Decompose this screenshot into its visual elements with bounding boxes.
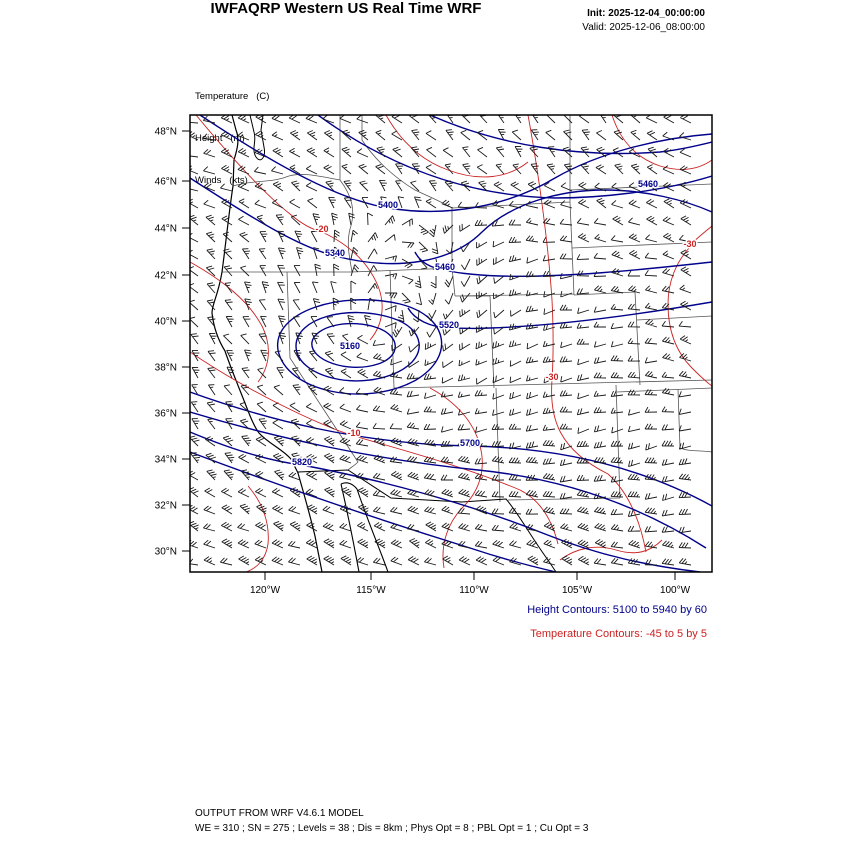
svg-text:38°N: 38°N [155,363,177,374]
svg-text:5400: 5400 [378,200,398,210]
legend-winds: Winds (kts) [195,175,248,186]
axis-ticks: 48°N 46°N 44°N 42°N 40°N 38°N 36°N 34°N 32°N 30°N… [155,127,691,597]
svg-text:36°N: 36°N [155,409,177,420]
contour-labels: -20 -30 -10 -30 5400 5460 5340 5460 5520 5160 5700… [290,178,698,469]
temperature-contours [190,115,712,572]
mexico-border [297,469,557,572]
page-title: IWFAQRP Western US Real Time WRF [210,0,482,17]
svg-text:-20: -20 [315,224,328,234]
svg-text:30°N: 30°N [155,547,177,558]
svg-text:5820: 5820 [292,457,312,467]
height-contour-info: Height Contours: 5100 to 5940 by 60 [527,604,707,616]
svg-text:40°N: 40°N [155,317,177,328]
svg-text:5520: 5520 [439,320,459,330]
wind-barbs [190,115,692,566]
svg-text:5460: 5460 [435,262,455,272]
svg-text:44°N: 44°N [155,224,177,235]
plot-border [189,114,713,573]
svg-text:-10: -10 [347,428,360,438]
svg-text:48°N: 48°N [155,127,177,138]
model-output-line: OUTPUT FROM WRF V4.6.1 MODEL [195,808,364,819]
svg-text:5460: 5460 [638,179,658,189]
state-borders [222,115,712,503]
svg-text:5700: 5700 [460,438,480,448]
svg-text:34°N: 34°N [155,455,177,466]
svg-text:-30: -30 [545,372,558,382]
svg-text:100°W: 100°W [660,585,691,596]
coastline [211,115,323,572]
svg-text:120°W: 120°W [250,585,281,596]
svg-text:32°N: 32°N [155,501,177,512]
valid-time: Valid: 2025-12-06_08:00:00 [582,22,705,33]
legend-temperature: Temperature (C) [195,91,270,102]
model-config-line: WE = 310 ; SN = 275 ; Levels = 38 ; Dis … [195,823,589,834]
svg-text:110°W: 110°W [459,585,489,596]
svg-text:115°W: 115°W [356,585,386,596]
svg-text:5160: 5160 [340,341,360,351]
svg-text:46°N: 46°N [155,177,177,188]
temperature-contour-info: Temperature Contours: -45 to 5 by 5 [530,628,707,640]
svg-text:42°N: 42°N [155,271,177,282]
puget-sound-coast [249,115,265,161]
svg-text:105°W: 105°W [562,585,593,596]
height-contours [190,115,712,572]
run-times: Init: 2025-12-04_00:00:00 Valid: 2025-12… [582,7,705,35]
svg-text:5340: 5340 [325,248,345,258]
init-time: Init: 2025-12-04_00:00:00 [587,8,705,19]
svg-text:-30: -30 [683,239,696,249]
